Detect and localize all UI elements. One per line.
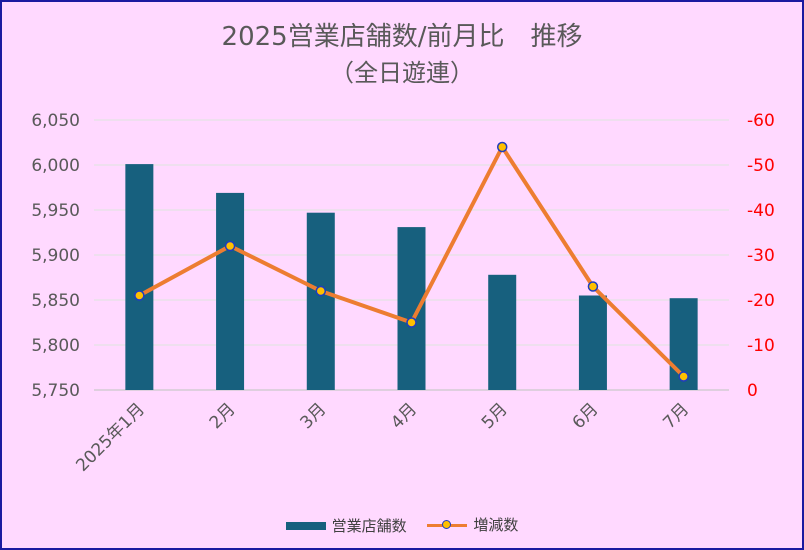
x-tick-label: 6月 — [569, 399, 603, 433]
bar — [397, 227, 426, 390]
left-tick-label: 5,750 — [31, 381, 80, 401]
left-tick-label: 6,000 — [31, 156, 80, 176]
legend: 営業店舗数 増減数 — [2, 514, 802, 536]
right-axis: 0 -10 -20 -30 -40 -50 -60 — [747, 111, 775, 401]
x-tick-label: 5月 — [478, 399, 512, 433]
left-tick-label: 6,050 — [31, 111, 80, 131]
right-tick-label: -20 — [747, 291, 775, 311]
chart-subtitle: （全日遊連） — [330, 59, 474, 87]
left-tick-label: 5,950 — [31, 201, 80, 221]
bar — [125, 164, 154, 390]
right-tick-label: -60 — [747, 111, 775, 131]
x-axis: 2025年1月 2月 3月 4月 5月 6月 7月 — [72, 399, 693, 475]
x-tick-label: 7月 — [659, 399, 693, 433]
line-series — [134, 141, 689, 382]
bar — [488, 274, 517, 390]
legend-bar-swatch — [285, 521, 326, 530]
right-tick-label: -10 — [747, 336, 775, 356]
x-tick-label: 4月 — [387, 399, 421, 433]
x-tick-label: 2月 — [206, 399, 240, 433]
line-point — [678, 371, 689, 382]
x-tick-label: 2025年1月 — [72, 399, 148, 475]
bar — [578, 295, 607, 390]
legend-item-line: 増減数 — [427, 514, 518, 535]
bar — [306, 212, 335, 390]
right-tick-label: 0 — [747, 381, 758, 401]
right-tick-label: -30 — [747, 246, 775, 266]
chart-title: 2025営業店舗数/前月比 推移 — [221, 22, 583, 52]
line-point — [406, 317, 417, 328]
right-tick-label: -40 — [747, 201, 775, 221]
line-point — [587, 281, 599, 292]
legend-label-line: 増減数 — [473, 516, 519, 534]
line-point — [315, 285, 327, 297]
line-point — [224, 240, 236, 252]
legend-item-bars: 営業店舗数 — [285, 515, 407, 536]
left-tick-label: 5,850 — [31, 291, 80, 311]
left-tick-label: 5,900 — [31, 246, 80, 266]
legend-line-swatch — [427, 519, 468, 530]
x-tick-label: 3月 — [297, 399, 331, 433]
bar-series — [125, 164, 698, 390]
line-point — [134, 290, 145, 301]
legend-label-bars: 営業店舗数 — [331, 517, 407, 535]
left-tick-label: 5,800 — [31, 336, 80, 356]
left-axis: 5,750 5,800 5,850 5,900 5,950 6,000 6,050 — [31, 111, 80, 401]
right-tick-label: -50 — [747, 156, 775, 176]
line-point — [496, 141, 508, 153]
bar — [216, 192, 245, 390]
